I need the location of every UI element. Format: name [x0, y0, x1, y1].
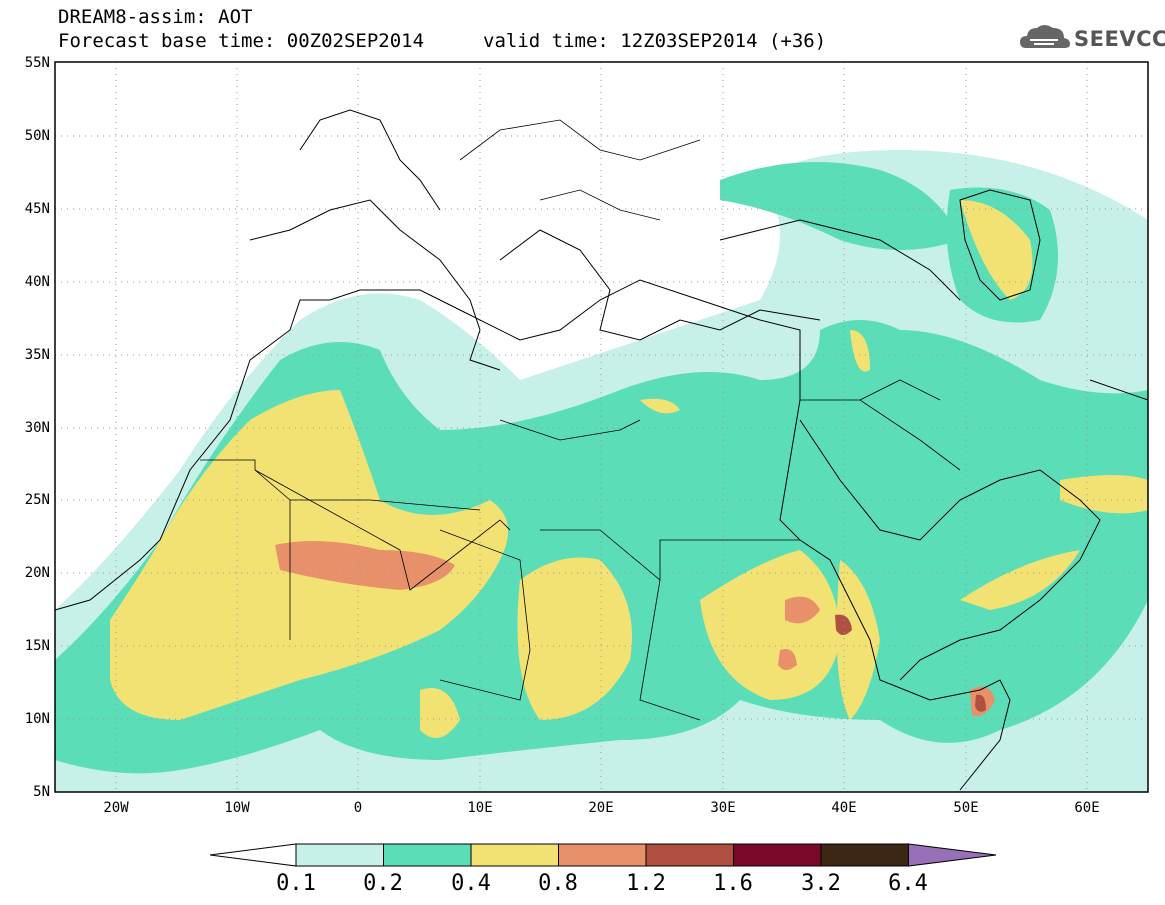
- cloud-icon: [1020, 25, 1070, 48]
- colorbar-cell: [820, 843, 909, 867]
- graticule: [55, 62, 1148, 792]
- lat-label: 25N: [24, 492, 50, 508]
- lon-label: 10W: [224, 800, 250, 816]
- colorbar-label: 0.2: [363, 871, 403, 896]
- colorbar-upper-arrow: [908, 843, 997, 867]
- lat-label: 10N: [24, 711, 50, 727]
- logo-text: SEEVCCC: [1074, 27, 1165, 51]
- colorbar-cell: [383, 843, 472, 867]
- lat-label: 15N: [24, 638, 50, 654]
- colorbar-label: 0.8: [538, 871, 578, 896]
- colorbar-label: 6.4: [888, 871, 928, 896]
- lon-label: 20W: [103, 800, 129, 816]
- lat-label: 55N: [24, 55, 50, 71]
- coastlines: [55, 109, 1148, 791]
- colorbar-cell: [733, 843, 822, 867]
- lat-label: 50N: [24, 128, 50, 144]
- lat-label: 20N: [24, 565, 50, 581]
- lon-label: 20E: [588, 800, 614, 816]
- lon-label: 10E: [467, 800, 493, 816]
- lat-label: 45N: [24, 201, 50, 217]
- colorbar-label: 3.2: [801, 871, 841, 896]
- aot-band-0.8: [275, 541, 455, 590]
- lon-label: 40E: [831, 800, 857, 816]
- colorbar-cell: [645, 843, 734, 867]
- colorbar-cell: [558, 843, 647, 867]
- colorbar-label: 0.1: [276, 871, 316, 896]
- aot-band-1.2: [835, 614, 852, 635]
- lat-label: 30N: [24, 420, 50, 436]
- lon-label: 30E: [710, 800, 736, 816]
- valid-time: valid time: 12Z03SEP2014 (+36): [483, 30, 827, 52]
- lon-label: 60E: [1074, 800, 1100, 816]
- lon-label: 0: [353, 800, 363, 816]
- lon-label: 50E: [953, 800, 979, 816]
- lat-label: 5N: [33, 784, 50, 800]
- map-title: DREAM8-assim: AOT: [58, 6, 253, 28]
- colorbar-lower-arrow: [209, 843, 297, 867]
- colorbar-label: 1.2: [626, 871, 666, 896]
- colorbar-label: 1.6: [713, 871, 753, 896]
- colorbar-cell: [470, 843, 559, 867]
- political-borders: [200, 119, 961, 721]
- lat-label: 35N: [24, 347, 50, 363]
- colorbar-label: 0.4: [451, 871, 491, 896]
- colorbar-cell: [295, 843, 384, 867]
- lat-label: 40N: [24, 274, 50, 290]
- forecast-base-time: Forecast base time: 00Z02SEP2014: [58, 30, 425, 52]
